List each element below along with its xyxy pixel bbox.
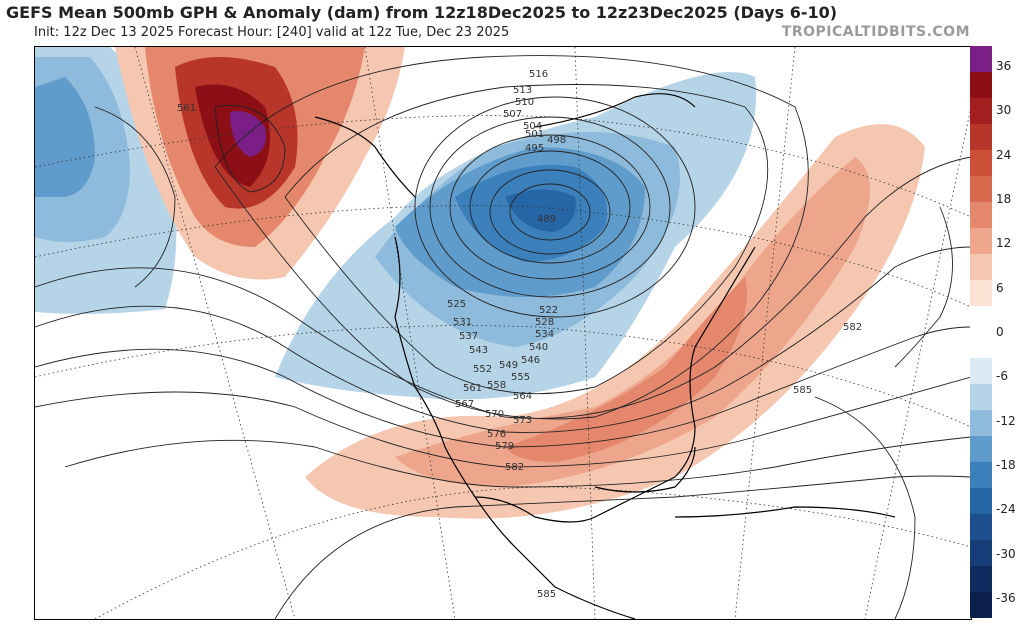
contour-label: 495 xyxy=(525,143,544,154)
colorbar-segment xyxy=(970,358,992,384)
colorbar-tick-label: -12 xyxy=(996,413,1016,428)
colorbar-tick-label: 18 xyxy=(996,192,1012,206)
colorbar-segment xyxy=(970,228,992,254)
contour-label: 552 xyxy=(473,364,492,375)
contour-label: 558 xyxy=(487,380,506,391)
contour-label: 525 xyxy=(447,299,466,310)
contour-label: 567 xyxy=(455,399,474,410)
colorbar-tick-label: 24 xyxy=(996,147,1012,162)
contour-label: 582 xyxy=(843,322,862,333)
colorbar-segment xyxy=(970,306,992,332)
colorbar-segment xyxy=(970,488,992,514)
contour-labels: 516 513 510 507 504 501 498 495 489 561 … xyxy=(177,69,862,600)
map-canvas: 516 513 510 507 504 501 498 495 489 561 … xyxy=(35,47,971,619)
contour-label: 531 xyxy=(453,317,472,328)
contour-label: 507 xyxy=(503,109,522,120)
colorbar-segment xyxy=(970,280,992,306)
colorbar-tick-label: -6 xyxy=(996,369,1008,384)
contour-label: 510 xyxy=(515,97,534,108)
anomaly-shading xyxy=(35,47,925,519)
colorbar-segment xyxy=(970,540,992,566)
colorbar-tick-label: 36 xyxy=(996,59,1012,73)
contour-label: 564 xyxy=(513,391,532,402)
contour-label: 513 xyxy=(513,85,532,96)
colorbar-segment xyxy=(970,332,992,358)
anomaly-colorbar xyxy=(970,46,992,618)
colorbar-tick-label: -18 xyxy=(996,458,1016,472)
colorbar-segment xyxy=(970,592,992,618)
colorbar-tick-labels: 36 30 24 18 12 6 0 -6 -12 -18 -24 -30 -36 xyxy=(992,46,1024,618)
contour-label: 537 xyxy=(459,331,478,342)
contour-label: 576 xyxy=(487,429,506,440)
contour-label: 555 xyxy=(511,372,530,383)
colorbar-segment xyxy=(970,254,992,280)
contour-label: 489 xyxy=(537,214,556,225)
anomaly-map: 516 513 510 507 504 501 498 495 489 561 … xyxy=(34,46,972,620)
contour-label: 579 xyxy=(495,441,514,452)
contour-label: 522 xyxy=(539,305,558,316)
contour-label: 540 xyxy=(529,342,548,353)
contour-label: 504 xyxy=(523,121,542,132)
contour-label: 549 xyxy=(499,360,518,371)
colorbar-tick-label: 12 xyxy=(996,236,1012,251)
contour-label: 573 xyxy=(513,415,532,426)
colorbar-segment xyxy=(970,98,992,124)
colorbar-segment xyxy=(970,514,992,540)
site-brand: TROPICALTIDBITS.COM xyxy=(781,24,970,40)
colorbar-segment xyxy=(970,462,992,488)
contour-label: 543 xyxy=(469,345,488,356)
contour-label: 516 xyxy=(529,69,548,80)
colorbar-tick-label: -30 xyxy=(996,546,1016,561)
colorbar-segment xyxy=(970,566,992,592)
colorbar-segment xyxy=(970,384,992,410)
contour-label: 585 xyxy=(793,385,812,396)
contour-label: 570 xyxy=(485,409,504,420)
colorbar-segment xyxy=(970,410,992,436)
colorbar-tick-label: -24 xyxy=(996,502,1016,517)
colorbar-segment xyxy=(970,436,992,462)
chart-subtitle: Init: 12z Dec 13 2025 Forecast Hour: [24… xyxy=(34,25,510,40)
colorbar-segment xyxy=(970,72,992,98)
chart-title: GEFS Mean 500mb GPH & Anomaly (dam) from… xyxy=(6,3,838,22)
coastlines xyxy=(314,93,896,619)
contour-label: 585 xyxy=(537,589,556,600)
colorbar-segment xyxy=(970,150,992,176)
colorbar-tick-label: 30 xyxy=(996,103,1012,118)
colorbar-segment xyxy=(970,124,992,150)
contour-label: 561 xyxy=(177,103,196,114)
colorbar-tick-label: 0 xyxy=(996,325,1004,339)
height-contours xyxy=(35,55,971,619)
contour-label: 501 xyxy=(525,129,544,140)
colorbar-tick-label: -36 xyxy=(996,591,1016,605)
colorbar-segment xyxy=(970,46,992,72)
contour-label: 582 xyxy=(505,462,524,473)
contour-label: 561 xyxy=(463,383,482,394)
contour-label: 534 xyxy=(535,329,554,340)
contour-label: 498 xyxy=(547,135,566,146)
colorbar-tick-label: 6 xyxy=(996,280,1004,295)
contour-label: 528 xyxy=(535,317,554,328)
colorbar-segment xyxy=(970,176,992,202)
contour-label: 546 xyxy=(521,355,540,366)
colorbar-segment xyxy=(970,202,992,228)
